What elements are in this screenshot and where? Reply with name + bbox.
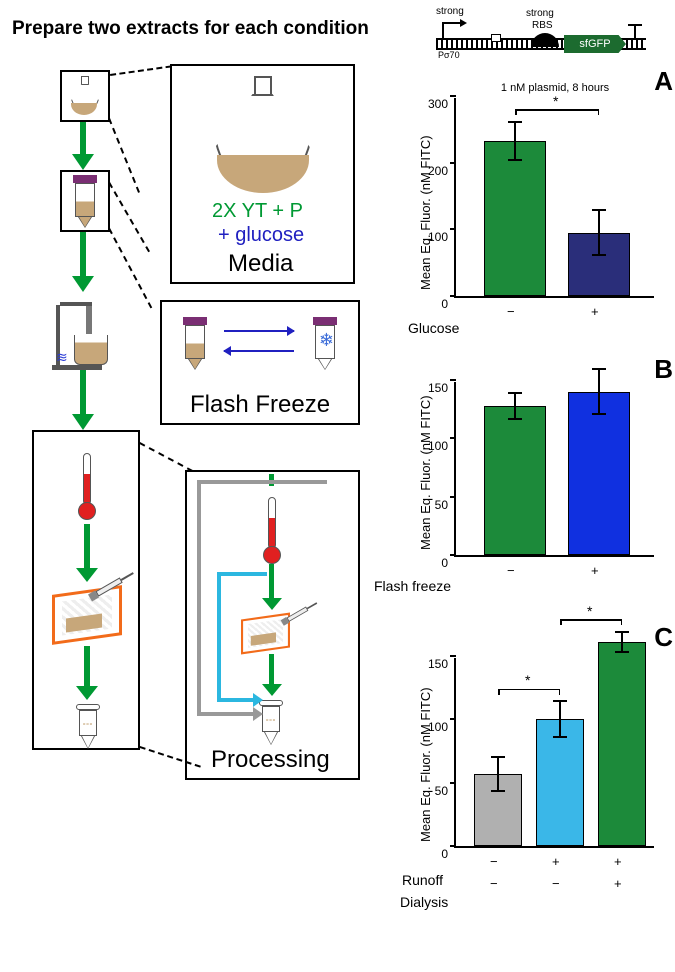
error-bar	[598, 209, 600, 256]
rbs-icon	[531, 33, 559, 47]
promoter-label: strong	[436, 6, 464, 17]
panel-letter-a: A	[654, 66, 673, 97]
thermometer-icon	[72, 448, 102, 520]
tube-icon	[180, 317, 210, 369]
ytick: 0	[441, 297, 456, 311]
operator-icon	[491, 34, 501, 42]
chart-b: 050100150	[454, 382, 654, 557]
media-detail-box: 2X YT + P + glucose Media	[170, 64, 355, 284]
rbs-label: strong	[526, 8, 554, 19]
panel-letter-b: B	[654, 354, 673, 385]
ytick: 150	[428, 381, 456, 395]
terminator-icon	[634, 24, 636, 40]
chart-c: 050100150**	[454, 658, 654, 848]
error-bar	[497, 756, 499, 791]
panel-b: B 050100150 Mean Eq. Fluor. (nM FITC) Fl…	[400, 360, 675, 610]
chart-c-xlabel-2: Dialysis	[400, 894, 448, 910]
category-label: +	[591, 563, 599, 578]
chart-c-xlabel-1: Runoff	[402, 872, 443, 888]
figure-title: Prepare two extracts for each condition	[12, 18, 369, 40]
panel-c: C 050100150** Mean Eq. Fluor. (nM FITC) …	[400, 628, 675, 948]
error-bar	[598, 368, 600, 415]
media-label: Media	[228, 250, 293, 278]
sig-bracket	[560, 619, 622, 621]
promoter-icon	[442, 22, 464, 40]
freeze-label: Flash Freeze	[190, 391, 330, 419]
ytick: 50	[435, 784, 456, 798]
category-label: +	[614, 876, 622, 891]
ytick: 300	[428, 97, 456, 111]
category-label: +	[552, 854, 560, 869]
chart-a-ylabel: Mean Eq. Fluor. (nM FITC)	[418, 135, 433, 290]
processing-label: Processing	[211, 746, 330, 774]
dialysis-icon	[52, 590, 122, 640]
bar	[484, 406, 546, 555]
bar	[484, 141, 546, 296]
right-column: sfGFP strong Pσ70 strong RBS A 1 nM plas…	[400, 0, 675, 972]
gene-cassette: sfGFP strong Pσ70 strong RBS	[436, 8, 666, 66]
thermometer-icon	[257, 492, 287, 564]
sig-bracket	[498, 689, 560, 691]
media-text-1: 2X YT + P	[212, 200, 303, 223]
step-lysis: ≋	[44, 290, 124, 370]
category-label: −	[552, 876, 560, 891]
chart-a-xlabel: Glucose	[408, 320, 459, 336]
media-text-2: + glucose	[218, 224, 304, 247]
chart-a: 1 nM plasmid, 8 hours 0100200300*	[454, 98, 654, 298]
panel-a: A 1 nM plasmid, 8 hours 0100200300* Mean…	[400, 72, 675, 342]
category-label: −	[507, 563, 515, 578]
ytick: 0	[441, 847, 456, 861]
snowflake-icon: ❄	[319, 330, 334, 351]
freeze-detail-box: ❄ Flash Freeze	[160, 300, 360, 425]
ytick: 50	[435, 498, 456, 512]
orf-box: sfGFP	[564, 35, 626, 53]
processing-detail-box: ∘∘∘ Processing	[185, 470, 360, 780]
flask-icon	[68, 76, 102, 116]
sig-star: *	[587, 603, 592, 619]
chart-b-xlabel: Flash freeze	[374, 578, 451, 594]
panel-letter-c: C	[654, 622, 673, 653]
error-bar	[621, 631, 623, 654]
bar	[598, 642, 646, 846]
sig-bracket	[515, 109, 599, 111]
promoter-sub: Pσ70	[438, 50, 460, 60]
step-harvest	[60, 170, 110, 232]
workflow-diagram: ≋ ∘∘∘ 2X YT + P + glucose Med	[10, 70, 390, 960]
rbs-sub: RBS	[532, 20, 553, 31]
ytick: 150	[428, 657, 456, 671]
syringe-icon	[286, 599, 320, 624]
error-bar	[514, 121, 516, 161]
step-culture	[60, 70, 110, 122]
step-processing-box: ∘∘∘	[32, 430, 140, 750]
error-bar	[514, 392, 516, 420]
tube-icon	[70, 175, 100, 227]
category-label: +	[614, 854, 622, 869]
chart-b-ylabel: Mean Eq. Fluor. (nM FITC)	[418, 395, 433, 550]
error-bar	[559, 700, 561, 738]
sonicator-icon: ≋	[44, 290, 124, 370]
eppendorf-icon: ∘∘∘	[74, 704, 102, 748]
category-label: −	[507, 304, 515, 319]
category-label: +	[591, 304, 599, 319]
sig-star: *	[525, 672, 530, 688]
category-label: −	[490, 854, 498, 869]
sig-star: *	[553, 93, 558, 109]
flask-large-icon	[208, 76, 318, 196]
bar	[568, 392, 630, 555]
chart-c-ylabel: Mean Eq. Fluor. (nM FITC)	[418, 687, 433, 842]
category-label: −	[490, 876, 498, 891]
ytick: 0	[441, 556, 456, 570]
